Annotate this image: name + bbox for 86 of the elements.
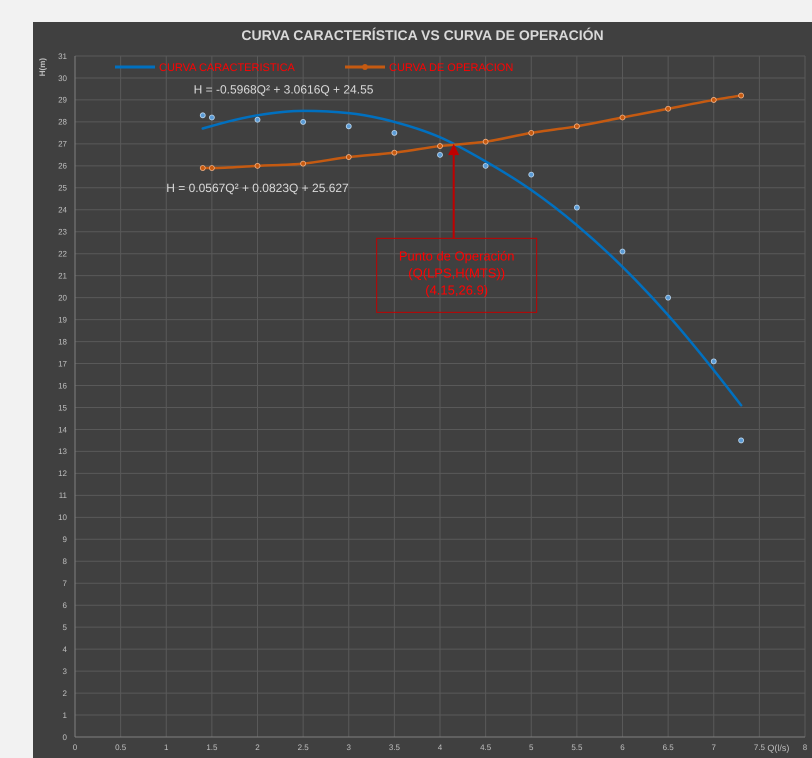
y-tick-label: 13 (58, 447, 68, 456)
point (574, 204, 580, 210)
y-tick-label: 31 (58, 52, 68, 61)
y-tick-label: 10 (58, 513, 68, 522)
point (300, 160, 306, 167)
point (346, 154, 352, 160)
y-tick-label: 21 (58, 271, 68, 280)
callout: Punto de Operación (Q(LPS,H(MTS)) (4.15,26.9) (376, 144, 538, 313)
y-tick-label: 16 (58, 381, 68, 390)
point (200, 165, 206, 171)
point (528, 172, 534, 178)
y-tick-label: 14 (58, 425, 68, 434)
y-tick-label: 5 (62, 622, 68, 632)
x-tick-label: 4.5 (480, 743, 492, 752)
y-tick-label: 28 (58, 118, 68, 127)
point (391, 130, 398, 136)
x-tick-label: 5 (529, 743, 534, 752)
point (254, 162, 260, 169)
y-axis-title: H(m) (38, 58, 47, 76)
chart-title: CURVA CARACTERÍSTICA VS CURVA DE OPERACIÓN (241, 27, 604, 43)
y-tick-label: 1 (62, 710, 68, 720)
point (738, 438, 744, 444)
point (482, 138, 489, 145)
x-tick-label: 2 (255, 743, 260, 752)
annotation: H = -0.5968Q² + 3.0616Q + 24.55 (194, 82, 374, 96)
y-tick-label: 23 (58, 228, 68, 237)
x-tick-label: 0.5 (115, 743, 127, 752)
x-tick-label: 1 (164, 743, 170, 752)
y-tick-label: 19 (58, 315, 68, 324)
y-tick-label: 15 (58, 403, 68, 412)
point (346, 123, 352, 130)
point (208, 114, 215, 120)
x-tick-label: 3.5 (388, 743, 400, 752)
point (574, 123, 580, 130)
legend-label: CURVA DE OPERACION (389, 62, 514, 74)
x-tick-label: 6.5 (662, 743, 674, 752)
y-tick-label: 7 (62, 579, 68, 588)
point (665, 106, 672, 112)
x-axis-title: Q(l/s) (767, 743, 790, 753)
x-tick-label: 7 (712, 743, 717, 752)
y-tick-label: 22 (58, 250, 68, 259)
y-tick-label: 24 (58, 206, 68, 215)
point (710, 358, 717, 364)
x-tick-label: 4 (438, 743, 443, 752)
point (710, 97, 717, 103)
x-tick-label: 2.5 (298, 743, 310, 752)
x-tick-label: 8 (802, 743, 808, 752)
point (665, 294, 672, 301)
y-tick-label: 12 (58, 469, 68, 478)
legend-label: CURVA CARACTERISTICA (159, 62, 296, 74)
point (528, 130, 534, 136)
x-tick-label: 3 (346, 743, 352, 752)
point (482, 162, 489, 169)
y-tick-label: 20 (58, 293, 68, 302)
y-tick-label: 25 (58, 184, 68, 193)
y-tick-label: 9 (62, 535, 68, 544)
annotation: Punto de Operación (Q(LPS,H(MTS)) (4.15,26.9) (398, 248, 515, 298)
point (200, 112, 206, 118)
y-tick-label: 29 (58, 96, 68, 105)
y-tick-label: 27 (58, 140, 68, 149)
point (300, 119, 306, 125)
y-tick-label: 3 (62, 666, 68, 676)
point (620, 114, 626, 120)
y-tick-label: 26 (58, 162, 68, 171)
y-tick-label: 0 (62, 732, 68, 742)
x-tick-label: 1.5 (206, 743, 218, 752)
point (738, 92, 744, 98)
y-tick-label: 18 (58, 337, 68, 346)
point (254, 116, 260, 123)
y-tick-label: 6 (62, 600, 68, 610)
y-tick-label: 2 (62, 688, 68, 698)
x-tick-label: 0 (72, 743, 78, 752)
point (437, 143, 443, 149)
point (208, 165, 215, 171)
y-tick-label: 8 (62, 557, 68, 566)
y-tick-label: 4 (62, 644, 68, 654)
x-tick-label: 5.5 (571, 743, 583, 752)
annotation: H = 0.0567Q² + 0.0823Q + 25.627 (166, 181, 350, 196)
y-tick-label: 11 (58, 491, 68, 500)
x-tick-label: 7.5 (754, 743, 766, 752)
y-tick-label: 30 (58, 74, 68, 83)
x-tick-label: 6 (620, 743, 626, 752)
point (391, 150, 398, 156)
point (437, 152, 443, 158)
y-tick-label: 17 (58, 359, 68, 368)
point (620, 248, 626, 254)
